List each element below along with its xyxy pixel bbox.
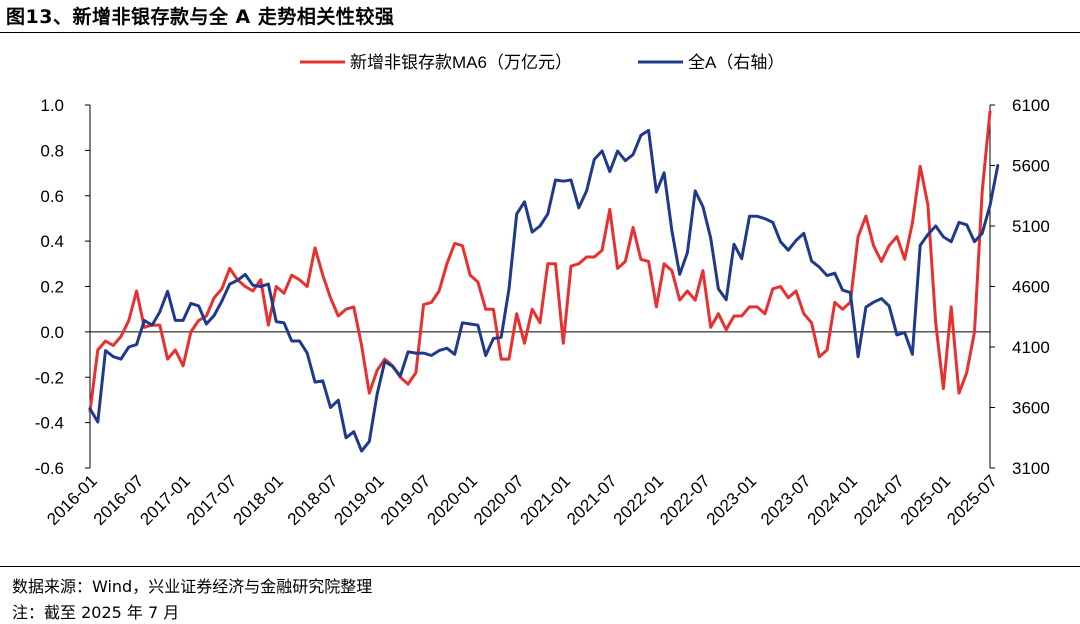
right-tick-label: 5100 <box>1012 217 1050 236</box>
x-tick-label: 2023-01 <box>703 471 761 529</box>
x-tick-label: 2016-01 <box>43 471 101 529</box>
left-tick-label: 0.0 <box>40 323 64 342</box>
x-tick-label: 2016-07 <box>90 471 148 529</box>
x-tick-label: 2021-01 <box>517 471 575 529</box>
x-tick-label: 2019-01 <box>330 471 388 529</box>
left-tick-label: 0.4 <box>40 232 64 251</box>
source-text: 数据来源：Wind，兴业证券经济与金融研究院整理 <box>12 577 373 596</box>
left-tick-label: 0.8 <box>40 141 64 160</box>
right-tick-label: 4600 <box>1012 278 1050 297</box>
line-chart: 新增非银存款MA6（万亿元） 全A（右轴） 1.0 0.8 0.6 0.4 0.2 0.0… <box>35 53 1050 529</box>
left-tick-label: 0.2 <box>40 278 64 297</box>
x-tick-label: 2024-01 <box>804 471 862 529</box>
right-tick-label: 3600 <box>1012 399 1050 418</box>
plot-area <box>88 110 1000 453</box>
left-tick-label: -0.4 <box>35 414 64 433</box>
right-tick-label: 6100 <box>1012 96 1050 115</box>
series-line-nonbank-deposits <box>88 110 992 413</box>
right-tick-label: 5600 <box>1012 157 1050 176</box>
legend-label-series1: 新增非银存款MA6（万亿元） <box>350 53 572 72</box>
x-tick-label: 2018-07 <box>284 471 342 529</box>
left-tick-label: -0.2 <box>35 368 64 387</box>
x-tick-label: 2020-01 <box>423 471 481 529</box>
right-tick-label: 4100 <box>1012 338 1050 357</box>
x-tick-label: 2022-07 <box>656 471 714 529</box>
x-tick-label: 2023-07 <box>757 471 815 529</box>
note-text: 注：截至 2025 年 7 月 <box>12 603 180 622</box>
x-tick-label: 2021-07 <box>563 471 621 529</box>
x-tick-label: 2017-01 <box>136 471 194 529</box>
x-tick-label: 2018-01 <box>229 471 287 529</box>
left-tick-label: 1.0 <box>40 96 64 115</box>
x-tick-label: 2019-07 <box>377 471 435 529</box>
x-tick-label: 2025-07 <box>943 471 1001 529</box>
legend: 新增非银存款MA6（万亿元） 全A（右轴） <box>300 53 784 72</box>
title-rule <box>0 32 1080 33</box>
legend-label-series2: 全A（右轴） <box>688 53 784 72</box>
x-tick-label: 2025-01 <box>897 471 955 529</box>
right-tick-label: 3100 <box>1012 459 1050 478</box>
chart-title: 图13、新增非银存款与全 A 走势相关性较强 <box>6 6 395 28</box>
series-line-all-a-index <box>88 128 1000 453</box>
left-tick-label: -0.6 <box>35 459 64 478</box>
x-tick-label: 2020-07 <box>470 471 528 529</box>
footer-rule <box>0 566 1080 567</box>
x-tick-label: 2024-07 <box>850 471 908 529</box>
x-tick-label: 2022-01 <box>610 471 668 529</box>
x-tick-label: 2017-07 <box>183 471 241 529</box>
left-tick-label: 0.6 <box>40 187 64 206</box>
